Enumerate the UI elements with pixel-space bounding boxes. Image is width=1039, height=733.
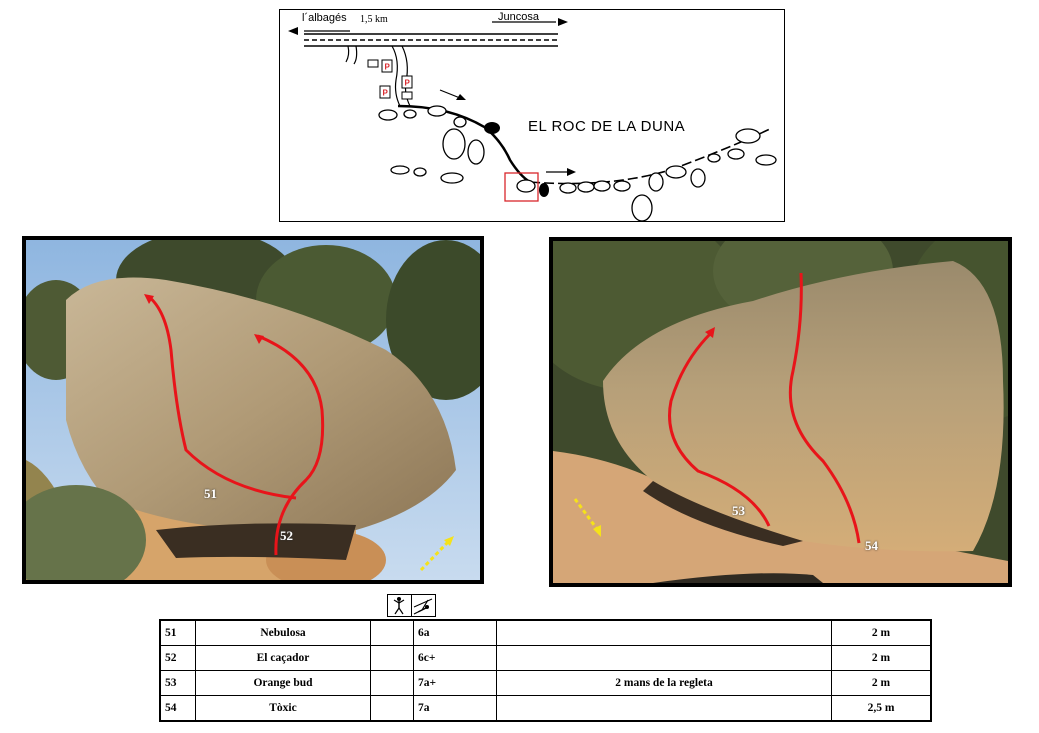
route-height: 2 m: [831, 670, 932, 696]
route-notes: [496, 695, 832, 722]
route-name: Orange bud: [195, 670, 371, 696]
table-row: 54 Tòxic 7a 2,5 m: [159, 695, 932, 722]
parking-label-1: P: [385, 63, 391, 72]
right-destination-label: Juncosa: [498, 11, 539, 23]
route-arrow-53-icon: [705, 327, 715, 338]
route-height: 2 m: [831, 645, 932, 671]
approach-arrow-icon: [593, 525, 601, 537]
parking-icon: [379, 85, 391, 99]
route-line-52: [257, 334, 325, 556]
parking-label-3: P: [383, 89, 389, 98]
arrow-right-icon: [558, 18, 568, 26]
parking-icon: [401, 75, 413, 89]
route-label-51: 51: [204, 486, 217, 501]
table-row: 53 Orange bud 7a+ 2 mans de la regleta 2…: [159, 670, 932, 696]
route-label-52: 52: [280, 528, 293, 543]
approach-map: P P P: [279, 9, 785, 222]
route-name: El caçador: [195, 645, 371, 671]
route-label-53: 53: [732, 503, 745, 518]
boulder-photo-left-drawing: [26, 240, 480, 580]
approach-arrow: [573, 498, 599, 530]
climbing-style-icon: [387, 594, 436, 617]
sector-name: EL ROC DE LA DUNA: [528, 118, 686, 135]
route-line-51: [147, 294, 297, 500]
route-arrow-52-icon: [254, 334, 264, 344]
direction-arrow-icon: [567, 168, 576, 176]
table-row: 51 Nebulosa 6a 2 m: [159, 619, 932, 646]
marker-icon: [401, 91, 413, 100]
boulder-photo-right: 53 54: [549, 237, 1012, 587]
route-grade: 6a: [413, 619, 497, 646]
route-label-54: 54: [865, 538, 878, 553]
distance-label: 1,5 km: [360, 14, 388, 25]
route-table: 51 Nebulosa 6a 2 m 52 El caçador 6c+ 2 m…: [159, 619, 932, 722]
route-grade: 7a: [413, 695, 497, 722]
parking-label-2: P: [405, 79, 411, 88]
boulder-photo-left: 51 52: [22, 236, 484, 584]
route-style: [370, 670, 414, 696]
arrow-left-icon: [288, 27, 298, 35]
table-row: 52 El caçador 6c+ 2 m: [159, 645, 932, 671]
climber-icon: [393, 595, 433, 616]
route-number: 51: [159, 619, 196, 646]
route-height: 2,5 m: [831, 695, 932, 722]
route-name: Nebulosa: [195, 619, 371, 646]
approach-arrow-icon: [444, 536, 454, 546]
route-style: [370, 645, 414, 671]
route-grade: 7a+: [413, 670, 497, 696]
route-line-53: [668, 331, 771, 527]
route-number: 53: [159, 670, 196, 696]
route-arrow-51-icon: [144, 294, 154, 304]
route-notes: 2 mans de la regleta: [496, 670, 832, 696]
route-number: 54: [159, 695, 196, 722]
route-grade: 6c+: [413, 645, 497, 671]
boulder-highlight: [484, 122, 500, 134]
direction-arrow-icon: [456, 94, 466, 100]
route-style: [370, 619, 414, 646]
route-line-54: [788, 272, 861, 544]
route-number: 52: [159, 645, 196, 671]
boulder-photo-right-drawing: [553, 241, 1008, 583]
route-style: [370, 695, 414, 722]
parking-icon: [381, 59, 393, 73]
route-height: 2 m: [831, 619, 932, 646]
route-name: Tòxic: [195, 695, 371, 722]
boulder-highlight-box: [504, 172, 539, 202]
route-notes: [496, 645, 832, 671]
left-destination-label: l´albagés: [302, 12, 347, 24]
marker-icon: [367, 59, 379, 68]
map-drawing: P P P: [288, 18, 777, 222]
route-notes: [496, 619, 832, 646]
